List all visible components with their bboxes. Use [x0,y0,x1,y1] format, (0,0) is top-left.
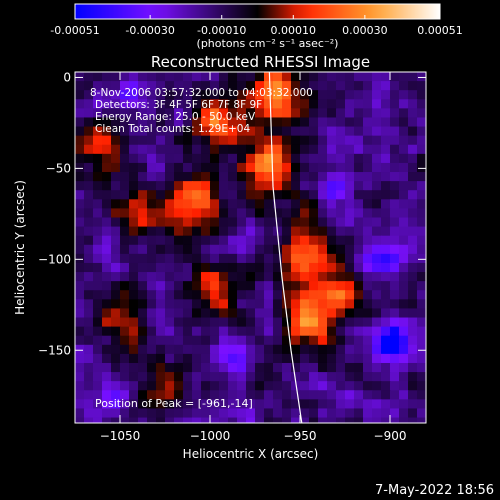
plot-frame [74,71,427,424]
x-tick-label: −950 [284,429,317,443]
colorbar-tick-label: -0.00030 [125,24,174,37]
y-tick-label: −50 [46,161,71,175]
colorbar-tick-label: 0.00030 [342,24,388,37]
annotation-line: Detectors: 3F 4F 5F 6F 7F 8F 9F [95,99,262,111]
solar-limb-line [268,72,303,423]
peak-position-label: Position of Peak = [-961,-14] [95,397,253,410]
x-tick-label: −900 [374,429,407,443]
chart-title: Reconstructed RHESSI Image [151,53,370,71]
colorbar-tick-label: 0.00010 [271,24,317,37]
y-tick-label: −150 [38,343,71,357]
colorbar-gradient [74,3,441,20]
colorbar-units: (photons cm⁻² s⁻¹ asec⁻²) [197,37,339,50]
axes: −1050 −1000 −950 −900 0 −50 −100 −150 [38,70,427,443]
colorbar-tick-label: 0.00051 [417,24,463,37]
annotation-line: Energy Range: 25.0 - 50.0 keV [95,111,256,123]
colorbar: -0.00051 -0.00030 -0.00010 0.00010 0.00030 0.… [50,3,463,50]
annotation-line: 8-Nov-2006 03:57:32.000 to 04:03:32.000 [90,87,313,99]
colorbar-tick-label: -0.00010 [197,24,246,37]
annotation-block: 8-Nov-2006 03:57:32.000 to 04:03:32.000D… [90,87,313,410]
colorbar-ticks: -0.00051 -0.00030 -0.00010 0.00010 0.00030 0.… [50,15,463,37]
x-axis-label: Heliocentric X (arcsec) [183,447,319,461]
heatmap-cells [75,72,426,423]
y-axis-label: Heliocentric Y (arcsec) [13,180,27,315]
image-plot-area [75,72,426,423]
y-tick-label: −100 [38,252,71,266]
colorbar-tick-label: -0.00051 [50,24,99,37]
y-tick-label: 0 [63,70,71,84]
x-tick-label: −1050 [100,429,141,443]
annotation-line: Clean Total counts: 1.29E+04 [95,123,250,135]
footer-timestamp: 7-May-2022 18:56 [375,483,494,498]
x-tick-label: −1000 [190,429,231,443]
